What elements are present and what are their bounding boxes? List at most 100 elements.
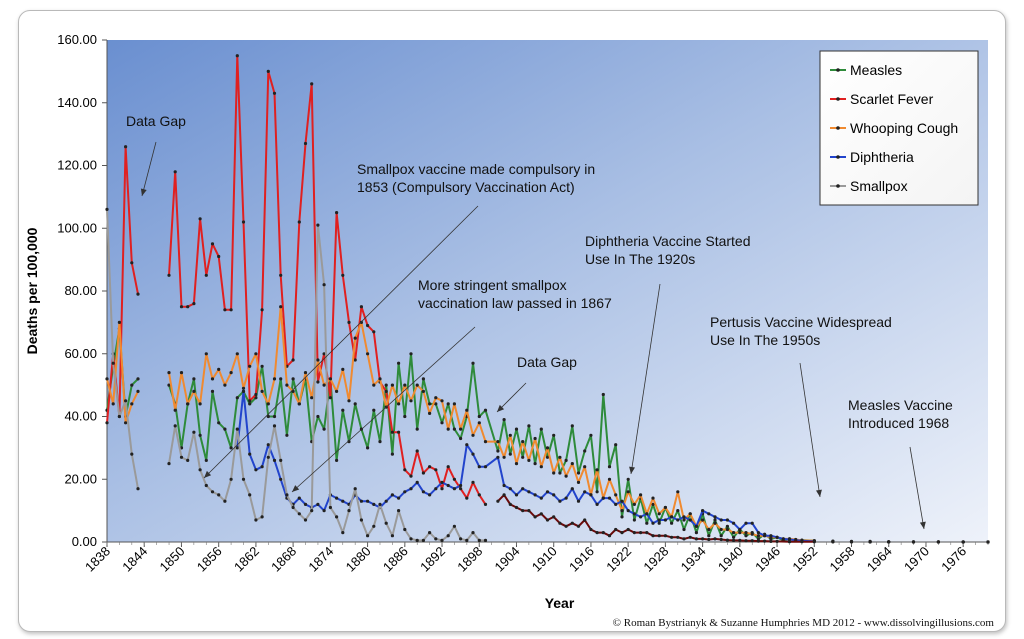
data-point [291, 358, 295, 362]
data-point [235, 446, 239, 450]
data-point [583, 449, 587, 453]
data-point [272, 414, 277, 419]
legend-marker [836, 184, 840, 188]
data-point [701, 509, 705, 513]
data-point [775, 539, 779, 544]
data-point [403, 468, 407, 472]
data-point [570, 487, 574, 491]
data-point [366, 446, 370, 450]
data-point [576, 524, 581, 528]
data-point [285, 433, 289, 437]
data-point [477, 493, 481, 497]
data-point [136, 292, 140, 296]
data-point [496, 455, 500, 459]
data-point [117, 320, 121, 324]
data-point [316, 380, 320, 384]
data-point [297, 496, 301, 500]
data-point [347, 320, 351, 324]
series-line [106, 209, 139, 489]
data-point [589, 433, 593, 437]
data-point [223, 308, 227, 312]
data-point [415, 480, 419, 484]
data-point [210, 377, 215, 381]
data-point [471, 433, 475, 437]
data-point [607, 534, 612, 538]
data-point [378, 377, 382, 381]
data-point [583, 465, 587, 469]
data-point [366, 323, 370, 328]
data-point [341, 273, 345, 277]
data-point [787, 540, 792, 544]
data-point [366, 534, 370, 538]
annotation-arrow [203, 205, 479, 479]
data-point [390, 383, 394, 387]
data-point [545, 518, 550, 522]
data-point [210, 389, 215, 393]
data-point [552, 471, 556, 475]
data-point [986, 540, 990, 544]
data-point [198, 402, 202, 406]
annotation-text: More stringent smallpox [418, 277, 567, 293]
data-point [217, 367, 221, 371]
data-point [210, 242, 215, 246]
data-point [415, 427, 419, 431]
annotation-text: vaccination law passed in 1867 [418, 295, 612, 311]
data-point [514, 505, 519, 510]
data-point [173, 408, 177, 412]
data-point [539, 512, 543, 516]
data-point [626, 490, 630, 494]
data-point [434, 468, 438, 472]
data-point [936, 540, 941, 544]
data-point [558, 499, 562, 503]
data-point [831, 540, 835, 544]
data-point [130, 402, 134, 406]
x-tick-label: 1904 [492, 544, 523, 575]
data-point [322, 427, 326, 431]
data-point [266, 402, 270, 406]
data-point [465, 408, 469, 412]
data-point [725, 518, 730, 522]
data-point [639, 531, 643, 535]
annotation-diphtheria-1920s: Diphtheria Vaccine Started Use In The 192… [585, 233, 751, 475]
data-point [428, 493, 432, 497]
data-point [366, 352, 370, 356]
data-point [428, 531, 432, 535]
data-point [589, 527, 593, 532]
data-point [279, 305, 283, 309]
data-point [397, 496, 401, 500]
data-point [477, 421, 481, 425]
data-point [521, 487, 525, 491]
data-point [887, 540, 891, 544]
data-point [229, 371, 233, 375]
data-point [849, 540, 854, 544]
data-point [272, 458, 277, 462]
data-point [428, 411, 432, 415]
data-point [508, 487, 512, 491]
annotation-data-gap-2: Data Gap [496, 354, 577, 413]
data-point [111, 361, 115, 365]
data-point [514, 493, 519, 497]
y-tick-label: 120.00 [57, 158, 97, 173]
data-point [421, 471, 425, 475]
series-line [106, 145, 139, 423]
data-point [682, 515, 686, 519]
data-point [539, 465, 543, 469]
data-point [397, 509, 401, 513]
data-point [738, 538, 742, 543]
legend: Measles Scarlet Fever Whooping Cough Diphth… [819, 50, 979, 206]
data-point [570, 521, 574, 525]
data-point [415, 538, 419, 543]
data-point [248, 493, 252, 497]
data-point [576, 499, 581, 503]
data-point [911, 540, 916, 544]
data-point [533, 493, 537, 497]
data-point [254, 392, 258, 397]
data-point [173, 424, 177, 428]
data-point [632, 531, 637, 535]
data-point [732, 531, 736, 535]
data-point [254, 518, 258, 522]
x-tick-label: 1880 [343, 544, 374, 575]
data-point [409, 537, 413, 541]
y-tick-label: 100.00 [57, 220, 97, 235]
data-point [285, 383, 289, 387]
